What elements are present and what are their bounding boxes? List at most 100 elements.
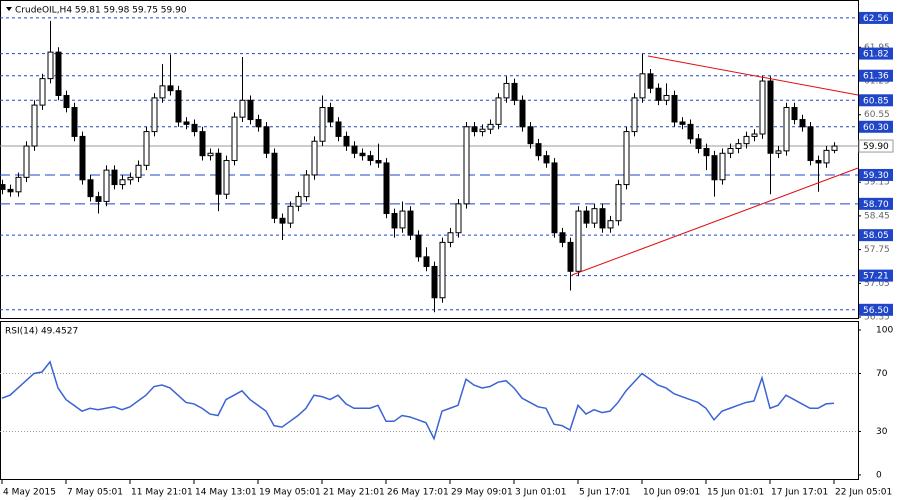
level-label: 61.36 bbox=[863, 72, 889, 82]
candle-body bbox=[191, 123, 198, 133]
candle-body bbox=[439, 241, 446, 299]
candle-body bbox=[183, 121, 190, 125]
candle-body bbox=[535, 143, 542, 157]
candle-body bbox=[407, 210, 414, 236]
y-tick-label: 59.15 bbox=[864, 178, 890, 188]
rsi-y-tick-label: 70 bbox=[876, 369, 888, 379]
candle-body bbox=[175, 90, 182, 123]
last-price-bg bbox=[858, 139, 894, 153]
x-tick-label: 10 Jun 09:01 bbox=[643, 488, 700, 498]
candle-body bbox=[735, 143, 742, 149]
candle-body bbox=[775, 150, 782, 154]
candle-body bbox=[751, 133, 758, 137]
candle-body bbox=[343, 135, 350, 147]
y-tick-label: 57.05 bbox=[864, 279, 890, 289]
candle-body bbox=[127, 176, 134, 181]
candle-body bbox=[703, 147, 710, 157]
candle-body bbox=[199, 131, 206, 157]
candle-body bbox=[463, 126, 470, 205]
level-label: 60.85 bbox=[863, 96, 889, 106]
candle-body bbox=[215, 152, 222, 195]
candle-body bbox=[727, 147, 734, 154]
candle-body bbox=[23, 145, 30, 178]
y-tick-label: 58.45 bbox=[864, 211, 890, 221]
candle-body bbox=[31, 104, 38, 147]
chart-title: CrudeOIL,H4 59.81 59.98 59.75 59.90 bbox=[15, 6, 187, 16]
candle-body bbox=[655, 87, 662, 101]
candle-body bbox=[711, 155, 718, 181]
last-price-label: 59.90 bbox=[863, 142, 889, 152]
candle-body bbox=[119, 179, 126, 186]
candle-body bbox=[159, 85, 166, 99]
candle-body bbox=[599, 208, 606, 229]
x-tick-label: 5 Jun 17:01 bbox=[579, 488, 630, 498]
candle-body bbox=[359, 152, 366, 157]
rsi-panel-frame bbox=[0, 321, 859, 480]
candle-body bbox=[519, 99, 526, 128]
candle-body bbox=[431, 265, 438, 299]
candles bbox=[0, 20, 838, 441]
x-tick-label: 22 Jun 05:01 bbox=[835, 488, 892, 498]
candle-body bbox=[247, 99, 254, 121]
candle-body bbox=[607, 220, 614, 229]
candle-body bbox=[135, 164, 142, 178]
candle-body bbox=[103, 169, 110, 202]
candle-body bbox=[7, 188, 14, 193]
levels bbox=[0, 17, 858, 432]
y-tick-label: 57.75 bbox=[864, 245, 890, 255]
candle-body bbox=[271, 152, 278, 219]
candle-body bbox=[63, 94, 70, 109]
candle-body bbox=[255, 119, 262, 128]
x-tick-label: 11 May 21:01 bbox=[131, 488, 193, 498]
x-tick-label: 17 Jun 17:01 bbox=[771, 488, 828, 498]
level-label: 59.30 bbox=[863, 171, 889, 181]
candle-body bbox=[783, 107, 790, 152]
candle-body bbox=[551, 162, 558, 234]
candle-body bbox=[79, 135, 86, 181]
candle-body bbox=[0, 184, 6, 190]
candle-body bbox=[543, 155, 550, 164]
x-tick-label: 29 May 09:01 bbox=[451, 488, 513, 498]
candle-body bbox=[143, 131, 150, 166]
candle-body bbox=[287, 205, 294, 224]
candle-body bbox=[799, 119, 806, 128]
candle-body bbox=[239, 99, 246, 118]
candle-body bbox=[15, 176, 22, 193]
y-tick-label: 60.55 bbox=[864, 110, 890, 120]
level-label: 57.21 bbox=[863, 272, 889, 282]
candle-body bbox=[719, 152, 726, 181]
candle-body bbox=[567, 241, 574, 272]
candle-body bbox=[303, 174, 310, 198]
candle-body bbox=[583, 210, 590, 224]
level-label-bg bbox=[859, 94, 893, 107]
candle-body bbox=[319, 107, 326, 142]
rsi-line bbox=[1, 360, 835, 441]
candle-body bbox=[647, 73, 654, 89]
candle-body bbox=[471, 126, 478, 133]
candle-body bbox=[487, 123, 494, 130]
rsi-y-tick-label: 0 bbox=[876, 470, 882, 480]
level-label-bg bbox=[859, 197, 893, 210]
level-label: 58.05 bbox=[863, 231, 889, 241]
rsi-y-tick-label: 100 bbox=[876, 325, 893, 335]
candle-body bbox=[207, 152, 214, 157]
candle-body bbox=[823, 149, 830, 164]
candle-body bbox=[335, 121, 342, 137]
level-label-bg bbox=[859, 229, 893, 242]
lower-trendline bbox=[571, 167, 859, 276]
candle-body bbox=[87, 179, 94, 198]
level-label: 56.50 bbox=[863, 306, 889, 316]
candle-body bbox=[279, 217, 286, 224]
candle-body bbox=[231, 116, 238, 161]
candle-body bbox=[375, 160, 382, 164]
level-label-bg bbox=[859, 47, 893, 60]
candle-body bbox=[351, 145, 358, 154]
level-label: 61.82 bbox=[863, 50, 889, 60]
x-tick-label: 26 May 17:01 bbox=[387, 488, 449, 498]
x-tick-label: 19 May 05:01 bbox=[259, 488, 321, 498]
candle-body bbox=[383, 162, 390, 214]
candle-body bbox=[623, 131, 630, 186]
candle-body bbox=[671, 94, 678, 123]
candle-body bbox=[263, 126, 270, 154]
